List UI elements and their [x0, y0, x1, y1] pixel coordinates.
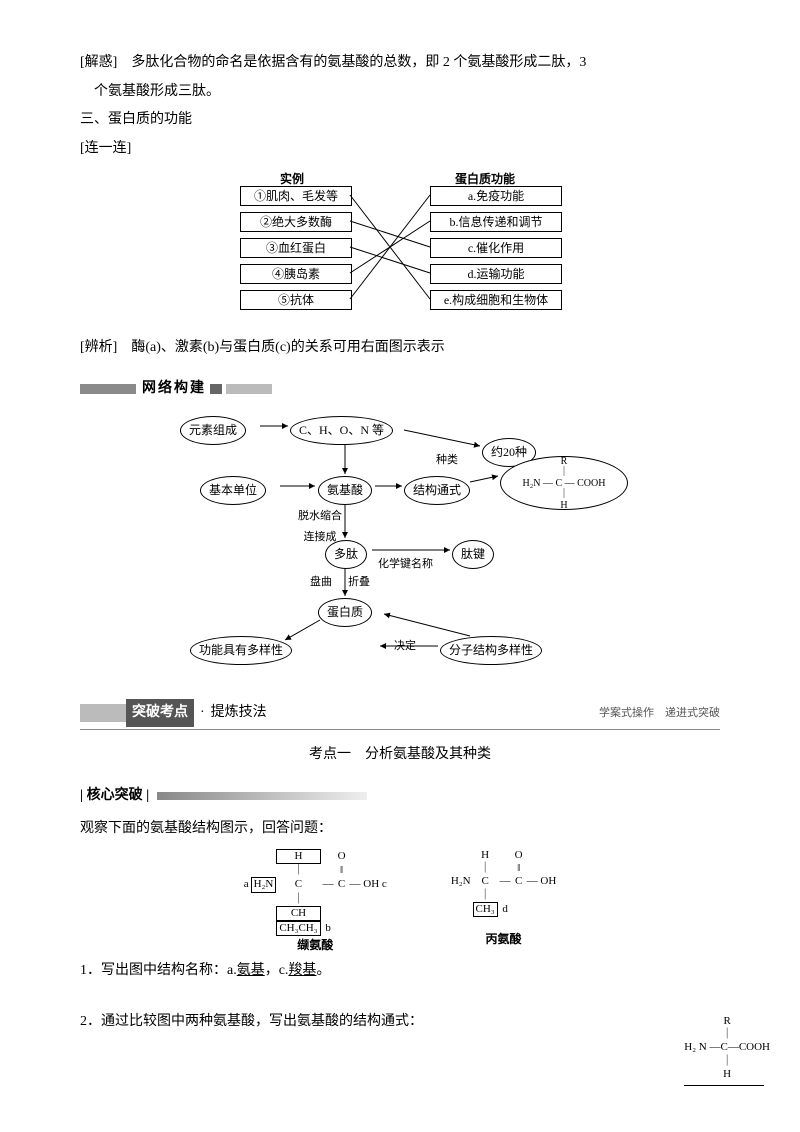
core-bar: | 核心突破 | — [80, 783, 720, 810]
edge-bond-name: 化学键名称 — [378, 554, 433, 575]
edge-coil: 盘曲 — [310, 572, 332, 593]
core-label: | 核心突破 | — [80, 783, 149, 810]
question-1: 1．写出图中结构名称：a.氨基，c.羧基。 — [80, 958, 720, 985]
match-lines — [220, 168, 580, 318]
paragraph-section-3: 三、蛋白质的功能 — [80, 107, 720, 134]
paragraph-explain-1: [解惑] 多肽化合物的命名是依据含有的氨基酸的总数，即 2 个氨基酸形成二肽，3 — [80, 50, 720, 77]
kaodian-1: 考点一 分析氨基酸及其种类 — [80, 742, 720, 769]
answer-amino: 氨基 — [237, 963, 265, 978]
matching-diagram: 实例 蛋白质功能 ①肌肉、毛发等 ②绝大多数酶 ③血红蛋白 ④胰岛素 ⑤抗体 a… — [80, 168, 720, 329]
node-peptide-bond: 肽键 — [452, 540, 494, 569]
node-function-diverse: 功能具有多样性 — [190, 636, 292, 665]
paragraph-lianyilian: [连一连] — [80, 136, 720, 163]
paragraph-explain-1b: 个氨基酸形成三肽。 — [80, 79, 720, 106]
edge-decide: 决定 — [394, 636, 416, 657]
breakout-bar: 突破考点 · 提炼技法 学案式操作 递进式突破 — [80, 699, 720, 728]
breakout-sep: · — [200, 700, 205, 727]
question-intro: 观察下面的氨基酸结构图示，回答问题： — [80, 816, 720, 843]
alanine-structure: HO ｜‖ H₂NC—C— OH ｜ CH₃d 丙氨酸 — [449, 849, 558, 947]
breakout-title: 突破考点 — [126, 699, 194, 728]
node-formula: R ｜ H₂N — C — COOH ｜ H — [500, 456, 628, 510]
node-structure-formula: 结构通式 — [404, 476, 470, 505]
node-amino-acid: 氨基酸 — [318, 476, 372, 505]
breakout-sub: 提炼技法 — [211, 700, 267, 727]
edge-dehydration: 脱水缩合 连接成 — [298, 506, 342, 548]
valine-structure: HO ｜‖ aH₂NC—C— OH c ｜ CH CH₃CH₃b 缬氨酸 — [242, 849, 389, 953]
amino-acid-structures: HO ｜‖ aH₂NC—C— OH c ｜ CH CH₃CH₃b 缬氨酸 HO … — [80, 848, 720, 952]
breakout-right: 学案式操作 递进式突破 — [599, 703, 720, 724]
section-bar-network: 网络构建 — [80, 376, 720, 403]
node-basic-unit: 基本单位 — [200, 476, 266, 505]
node-protein: 蛋白质 — [318, 598, 372, 627]
question-2: 2．通过比较图中两种氨基酸，写出氨基酸的结构通式： — [80, 1009, 720, 1036]
flow-arrows — [170, 408, 630, 668]
node-chon: C、H、O、N 等 — [290, 416, 393, 445]
edge-kind: 种类 — [436, 450, 458, 471]
flowchart: 元素组成 C、H、O、N 等 约20种 基本单位 氨基酸 结构通式 R ｜ H₂… — [80, 408, 720, 679]
paragraph-bianxi: [辨析] 酶(a)、激素(b)与蛋白质(c)的关系可用右面图示表示 — [80, 335, 720, 362]
general-formula: R ｜ H₂ N —C—COOH ｜ H — [684, 1015, 770, 1086]
edge-fold: 折叠 — [348, 572, 370, 593]
node-structure-diverse: 分子结构多样性 — [440, 636, 542, 665]
network-title: 网络构建 — [142, 376, 206, 403]
node-elements: 元素组成 — [180, 416, 246, 445]
answer-carboxyl: 羧基 — [288, 963, 316, 978]
